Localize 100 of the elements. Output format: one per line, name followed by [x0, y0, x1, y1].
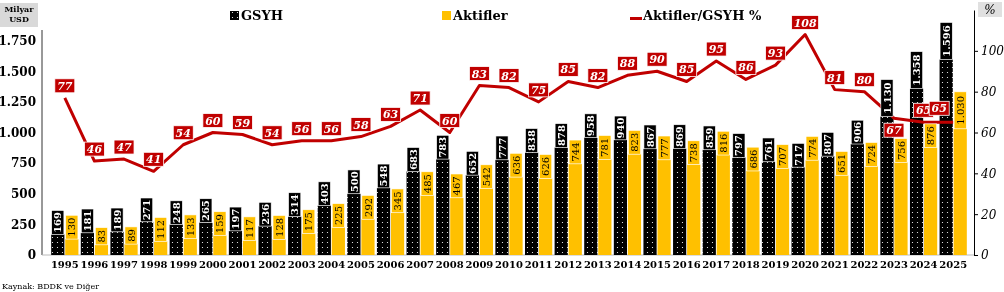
bar: [51, 234, 65, 255]
y-tick-label: 1.500: [0, 64, 36, 79]
data-label: 724: [865, 144, 877, 164]
data-label: 83: [96, 229, 108, 243]
bar: [140, 221, 154, 255]
bar: [732, 157, 746, 255]
bar: [643, 148, 657, 255]
bar: [524, 152, 539, 255]
y2-tick-label: 80: [981, 85, 997, 100]
data-label: 181: [82, 210, 93, 232]
x-tick-label: 1998: [139, 259, 168, 271]
x-tick-label: 1999: [169, 259, 198, 271]
y-tick-label: 0: [27, 248, 36, 263]
data-label: 169: [52, 211, 64, 233]
y-tick-label: 1.250: [0, 95, 36, 110]
bar: [258, 226, 272, 255]
data-label: 1.596: [940, 25, 952, 57]
x-tick-label: 1996: [80, 259, 109, 271]
bar: [80, 232, 94, 255]
y2-tick-label: 60: [981, 125, 997, 140]
x-tick-label: 2013: [583, 259, 612, 271]
data-label: 67: [886, 124, 902, 138]
bar: [199, 222, 213, 255]
data-label: 56: [294, 122, 310, 136]
data-label: 906: [851, 121, 863, 143]
data-label: 1.358: [911, 54, 923, 86]
data-label: 636: [510, 155, 522, 175]
data-label: 781: [599, 137, 611, 157]
bar: [761, 161, 776, 255]
x-tick-label: 2001: [228, 259, 257, 271]
x-tick-label: 2023: [880, 259, 908, 271]
bar: [110, 231, 124, 255]
data-label: 717: [792, 144, 804, 166]
data-label: 59: [234, 116, 251, 130]
data-label: 86: [738, 61, 754, 75]
data-label: 108: [793, 16, 817, 30]
data-label: 54: [264, 126, 280, 140]
data-label: 876: [925, 126, 937, 146]
data-label: 683: [407, 148, 419, 170]
x-tick-label: 2020: [791, 259, 820, 271]
data-label: 761: [763, 139, 775, 161]
data-label: 117: [244, 219, 256, 239]
data-label: 83: [471, 67, 488, 81]
x-tick-label: 1997: [110, 259, 138, 271]
data-label: 63: [382, 108, 399, 122]
data-label: 548: [378, 165, 390, 187]
data-label: 60: [442, 114, 458, 128]
data-label: 777: [496, 137, 508, 159]
data-label: 93: [767, 47, 784, 61]
data-label: 175: [303, 212, 315, 232]
data-label: 225: [332, 205, 344, 226]
data-label: 878: [555, 125, 567, 146]
data-label: 783: [437, 136, 449, 158]
bar: [347, 193, 361, 255]
bar: [169, 224, 183, 255]
x-tick-label: 2014: [613, 259, 642, 271]
data-label: 774: [806, 138, 818, 158]
data-label: 189: [111, 209, 123, 231]
data-label: 71: [412, 92, 428, 106]
x-tick-label: 2019: [761, 259, 790, 271]
data-label: 81: [827, 71, 843, 85]
y-tick-label: 750: [10, 156, 36, 171]
x-tick-label: 2007: [406, 259, 435, 271]
y-tick-label: 250: [10, 217, 36, 232]
data-label: 403: [318, 183, 330, 205]
bar: [376, 187, 391, 255]
data-label: 859: [703, 127, 715, 149]
data-label: 75: [530, 83, 547, 97]
x-tick-label: 1995: [50, 259, 79, 271]
y-axis-title: Milyar USD: [4, 4, 35, 24]
data-label: 807: [822, 133, 834, 155]
data-label: 816: [717, 133, 729, 153]
bar: [465, 175, 479, 255]
bar: [406, 171, 420, 255]
bar: [288, 216, 302, 255]
bar: [436, 159, 450, 255]
bar: [791, 167, 805, 255]
y-tick-label: 1.750: [0, 33, 36, 48]
bar: [673, 148, 687, 255]
y2-tick-label: 40: [980, 166, 997, 181]
data-label: 54: [175, 126, 191, 140]
data-label: 90: [649, 53, 666, 67]
data-label: 60: [205, 114, 221, 128]
data-label: 89: [125, 229, 137, 242]
x-tick-label: 2018: [731, 259, 760, 271]
data-label: 744: [569, 142, 581, 162]
x-tick-label: 2017: [702, 259, 731, 271]
data-label: 112: [155, 219, 167, 239]
data-label: 128: [273, 217, 285, 237]
data-label: 46: [86, 143, 103, 157]
x-tick-label: 2016: [672, 259, 701, 271]
x-tick-label: 2003: [287, 259, 316, 271]
data-label: 686: [747, 149, 759, 169]
data-label: 756: [895, 140, 907, 161]
data-label: 58: [353, 118, 369, 132]
data-label: 85: [560, 63, 576, 77]
legend-label: Aktifler/GSYH %: [642, 8, 762, 23]
data-label: 485: [421, 174, 433, 194]
data-label: 56: [323, 122, 340, 136]
bar: [613, 139, 628, 255]
